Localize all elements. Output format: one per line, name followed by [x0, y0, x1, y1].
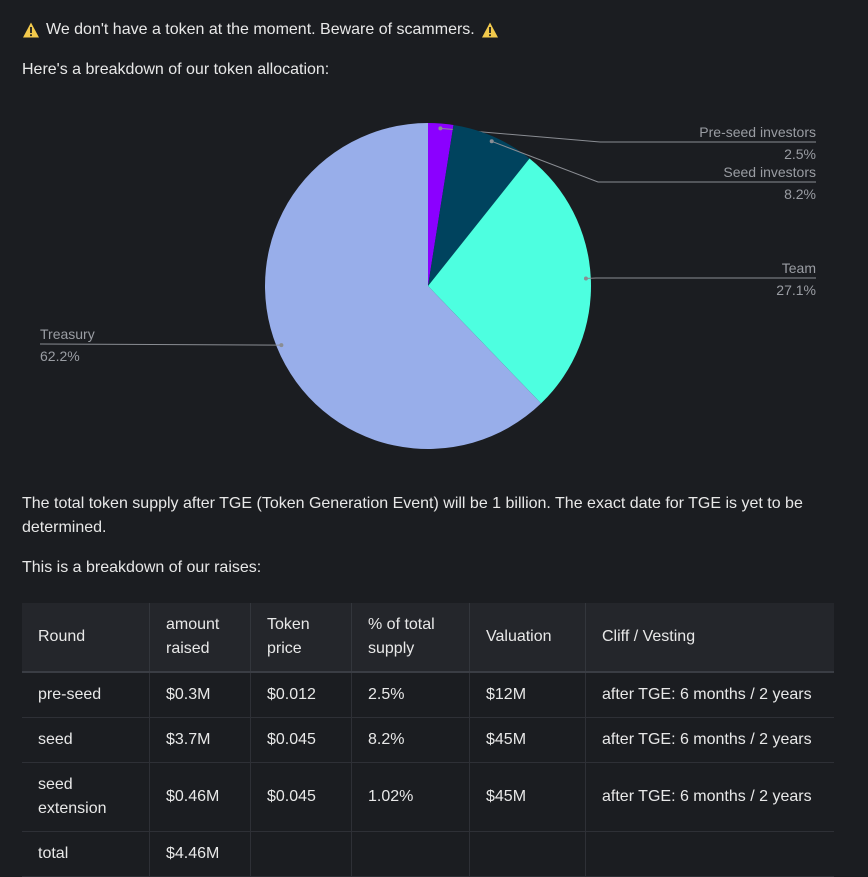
cell-percent: 8.2%	[351, 717, 470, 763]
header-cliff-vesting: Cliff / Vesting	[602, 628, 696, 645]
cell-valuation: $45M	[469, 717, 586, 763]
cell-round: total	[22, 831, 150, 877]
leader-dot-team	[583, 276, 588, 281]
header-amount-raised: amount raised	[149, 603, 251, 672]
slice-value-treasury: 62.2%	[40, 348, 80, 364]
slice-value-team: 27.1%	[776, 282, 816, 298]
table-row-total: total $4.46M	[22, 831, 835, 877]
cell-valuation	[469, 831, 586, 877]
leader-dot-pre-seed-investors	[438, 126, 443, 131]
header-token-price: Token price	[250, 603, 352, 672]
slice-label-team: Team	[782, 260, 816, 276]
cell-percent: 2.5%	[351, 672, 470, 718]
cell-price: $0.045	[250, 762, 352, 832]
table-row: seed $3.7M $0.045 8.2% $45M after TGE: 6…	[22, 717, 834, 763]
cell-amount: $4.46M	[149, 831, 251, 877]
warning-icon	[481, 22, 498, 38]
table-row: seed extension $0.46M $0.045 1.02% $45M …	[22, 762, 834, 832]
cell-round: pre-seed	[22, 672, 150, 718]
leader-dot-seed-investors	[489, 139, 494, 144]
cell-vesting: after TGE: 6 months / 2 years	[602, 731, 812, 748]
raises-table: Round amount raised Token price % of tot…	[22, 603, 834, 877]
allocation-pie-chart: Pre-seed investors 2.5% Seed investors 8.2%…	[39, 123, 816, 450]
cell-percent	[351, 831, 470, 877]
cell-percent: 1.02%	[351, 762, 470, 832]
cell-price: $0.012	[250, 672, 352, 718]
slice-label-treasury: Treasury	[40, 326, 95, 342]
slice-value-pre-seed-investors: 2.5%	[784, 146, 816, 162]
pie-slice-pre-seed-investors	[428, 123, 454, 286]
leader-line-pre-seed-investors	[440, 127, 816, 143]
warning-icon	[23, 22, 39, 38]
pie-slice-treasury	[264, 123, 542, 450]
leader-line-seed-investors	[491, 140, 816, 183]
cell-amount: $0.46M	[149, 762, 251, 832]
cell-valuation: $45M	[469, 762, 586, 832]
page: We don't have a token at the moment. Bew…	[22, 18, 834, 877]
cell-vesting	[586, 832, 835, 877]
raises-intro: This is a breakdown of our raises:	[22, 559, 262, 576]
table-header-row: Round amount raised Token price % of tot…	[22, 603, 834, 672]
slice-label-pre-seed-investors: Pre-seed investors	[699, 124, 816, 140]
warning-text: We don't have a token at the moment. Bew…	[46, 21, 475, 38]
cell-price: $0.045	[250, 717, 352, 763]
warning-banner: We don't have a token at the moment. Bew…	[22, 18, 499, 42]
header-valuation: Valuation	[469, 603, 586, 672]
cell-round: seed extension	[22, 762, 150, 832]
header-percent-supply: % of total supply	[351, 603, 470, 672]
slice-value-seed-investors: 8.2%	[784, 186, 816, 202]
leader-line-treasury	[39, 343, 282, 346]
cell-valuation: $12M	[469, 672, 586, 718]
pie-slice-seed-investors	[428, 125, 530, 286]
cell-vesting: after TGE: 6 months / 2 years	[602, 686, 812, 703]
leader-dot-treasury	[279, 343, 284, 348]
cell-amount: $0.3M	[149, 672, 251, 718]
table-row: pre-seed $0.3M $0.012 2.5% $12M after TG…	[22, 672, 834, 718]
cell-amount: $3.7M	[149, 717, 251, 763]
cell-vesting: after TGE: 6 months / 2 years	[602, 788, 812, 805]
slice-label-seed-investors: Seed investors	[723, 164, 816, 180]
leader-line-team	[585, 277, 816, 280]
header-round: Round	[22, 603, 150, 672]
supply-text: The total token supply after TGE (Token …	[22, 495, 803, 536]
cell-price	[250, 831, 352, 877]
cell-round: seed	[22, 717, 150, 763]
pie-slice-team	[428, 158, 591, 404]
allocation-intro: Here's a breakdown of our token allocati…	[22, 61, 330, 78]
